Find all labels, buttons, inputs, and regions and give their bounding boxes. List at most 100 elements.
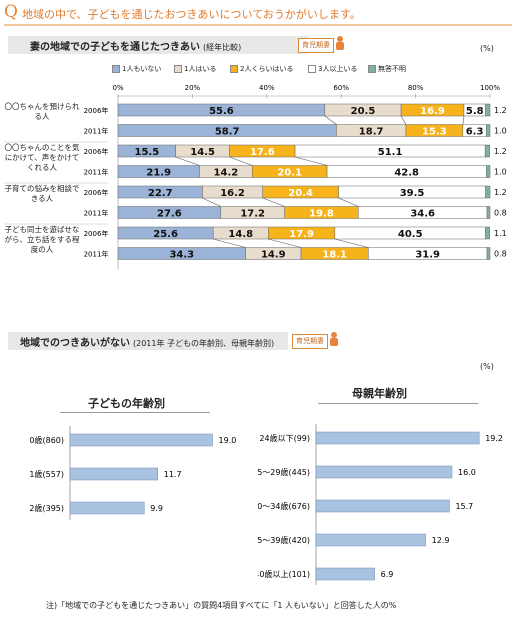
segment-value-label: 5.8 <box>466 106 484 117</box>
segment-value-label: 14.8 <box>228 229 253 240</box>
legend-swatch <box>174 65 182 73</box>
mother-age-title-rule <box>318 403 478 404</box>
mother-age-bar-chart: 24歳以下(99) 19.2 25〜29歳(445) 16.0 30〜34歳(676) 1… <box>258 424 503 585</box>
segment-value-label: 17.2 <box>240 209 265 220</box>
category-label: 24歳以下(99) <box>259 433 310 443</box>
question-underline <box>4 24 512 26</box>
year-label: 2006年 <box>84 147 109 156</box>
row-group-label: 〇〇ちゃんのことを気にかけて、声をかけてくれる人 <box>4 143 80 172</box>
segment-value-label: 20.1 <box>277 168 302 179</box>
segment-value-label: 14.2 <box>214 168 239 179</box>
category-label: 2歳(395) <box>29 503 64 513</box>
section2-badge: 育児期妻 <box>292 334 328 349</box>
child-age-title-rule <box>60 412 210 413</box>
segment-value-label: 17.6 <box>250 147 275 158</box>
segment-value-label: 34.6 <box>410 209 435 220</box>
connector-line <box>294 156 328 166</box>
question-title: 地域の中で、子どもを通じたおつきあいについておうかがいします。 <box>22 8 361 21</box>
category-label: 30〜34歳(676) <box>258 501 310 511</box>
x-tick-label: 100% <box>480 84 500 92</box>
segment-value-label: 18.1 <box>322 250 347 261</box>
segment-value-label: 17.9 <box>289 229 314 240</box>
category-label: 35〜39歳(420) <box>258 535 310 545</box>
section2-title: 地域でのつきあいがない (2011年 子どもの年齢別、母親年齢別) <box>20 338 275 349</box>
legend-item-two: 2人くらいはいる <box>230 64 293 74</box>
section2-header-bar <box>8 332 288 350</box>
category-label: 1歳(557) <box>29 469 64 479</box>
segment-value-label: 39.5 <box>400 188 425 199</box>
legend-item-three: 3人以上いる <box>308 64 357 74</box>
segment-value-label: 6.3 <box>466 127 484 138</box>
connector-line <box>175 156 200 166</box>
segment-value-label: 58.7 <box>215 127 240 138</box>
stacked-segment <box>486 206 491 219</box>
legend-swatch <box>368 65 376 73</box>
stacked-segment <box>484 144 490 158</box>
stacked-segment <box>485 226 490 240</box>
bar-value-label: 9.9 <box>150 504 163 513</box>
bar-value-label: 16.0 <box>458 468 476 477</box>
legend-swatch <box>112 65 120 73</box>
bar-value-label: 11.7 <box>164 470 182 479</box>
noanswer-value-label: 1.2 <box>494 188 507 197</box>
segment-value-label: 20.5 <box>351 106 376 117</box>
stacked-segment <box>486 124 491 137</box>
x-tick-label: 0% <box>112 84 123 92</box>
segment-value-label: 51.1 <box>378 147 403 158</box>
x-tick-label: 80% <box>408 84 424 92</box>
connector-line <box>338 197 359 207</box>
footnote: 注)「地域での子どもを通じたつきあい」の質問4項目すべてに「1 人もいない」と回… <box>46 601 397 610</box>
segment-value-label: 16.2 <box>220 188 245 199</box>
stacked-segment <box>485 103 491 117</box>
section1-badge: 育児期妻 <box>298 38 334 53</box>
category-label: 40歳以上(101) <box>258 569 310 579</box>
segment-value-label: 31.9 <box>415 250 440 261</box>
stacked-segment <box>485 185 491 199</box>
connector-line <box>462 115 465 125</box>
noanswer-value-label: 1.1 <box>494 229 507 238</box>
segment-value-label: 21.9 <box>146 168 171 179</box>
legend-item-noanswer: 無答不明 <box>368 64 406 74</box>
child-age-title: 子どもの年齢別 <box>88 397 165 410</box>
x-tick-label: 40% <box>259 84 275 92</box>
section2-unit: (%) <box>480 362 494 371</box>
year-label: 2011年 <box>84 250 109 259</box>
child-age-bar-chart: 0歳(860) 19.0 1歳(557) 11.7 2歳(395) 9.9 <box>29 426 237 520</box>
segment-value-label: 25.6 <box>153 229 178 240</box>
bar <box>315 465 453 479</box>
section1-header-bar <box>8 36 308 54</box>
segment-value-label: 20.4 <box>288 188 313 199</box>
category-label: 0歳(860) <box>29 435 64 445</box>
segment-value-label: 55.6 <box>209 106 234 117</box>
stacked-segment <box>486 165 491 178</box>
legend-item-none: 1人もいない <box>112 64 161 74</box>
bar <box>315 431 480 445</box>
noanswer-value-label: 1.0 <box>494 127 507 136</box>
row-group-label-text: 〇〇ちゃんのことを気にかけて、声をかけてくれる人 <box>4 143 80 172</box>
noanswer-value-label: 1.2 <box>494 106 507 115</box>
segment-value-label: 34.3 <box>169 250 194 261</box>
bar <box>315 567 375 581</box>
connector-line <box>268 238 302 248</box>
mother-icon <box>336 36 344 50</box>
year-label: 2011年 <box>84 209 109 218</box>
bar <box>69 433 213 447</box>
segment-value-label: 40.5 <box>398 229 423 240</box>
connector-line <box>262 197 285 207</box>
segment-value-label: 27.6 <box>157 209 182 220</box>
bar-value-label: 19.2 <box>485 434 503 443</box>
connector-line <box>213 238 246 248</box>
bar <box>315 499 450 513</box>
connector-line <box>202 197 221 207</box>
category-label: 25〜29歳(445) <box>258 467 310 477</box>
segment-value-label: 18.7 <box>359 127 384 138</box>
segment-value-label: 14.5 <box>190 147 215 158</box>
connector-line <box>324 115 337 125</box>
bar-value-label: 15.7 <box>455 502 473 511</box>
bar-value-label: 19.0 <box>219 436 237 445</box>
row-group-label: 子育ての悩みを相談できる人 <box>5 184 80 203</box>
section1-unit: (%) <box>480 44 494 53</box>
connector-line <box>229 156 253 166</box>
row-group-label: 〇〇ちゃんを預けられる人 <box>5 102 80 121</box>
segment-value-label: 14.9 <box>261 250 286 261</box>
